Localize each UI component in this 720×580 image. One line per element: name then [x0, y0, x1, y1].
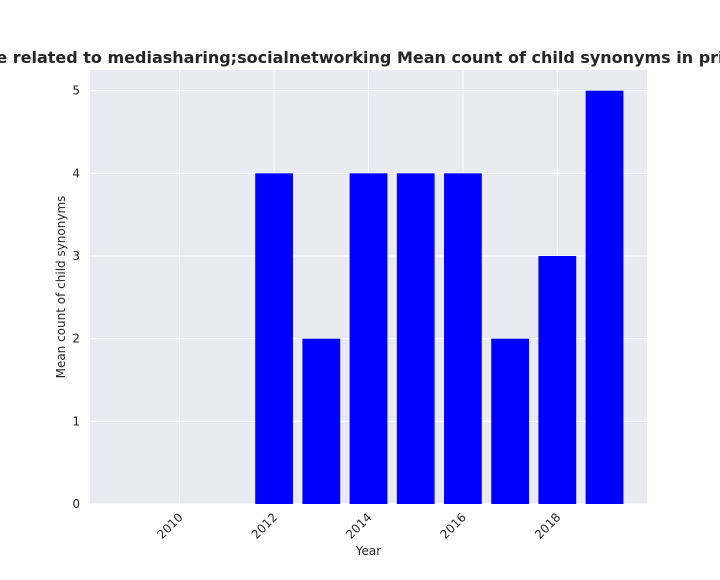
bar-2016 — [444, 173, 482, 505]
y-axis-label: Mean count of child synonyms — [54, 196, 68, 379]
bar-2012 — [255, 173, 293, 505]
bar-2014 — [349, 173, 388, 505]
y-axis-ticks: 0 1 2 3 4 5 — [72, 84, 80, 511]
x-axis-label: Year — [355, 544, 381, 558]
y-tick-label: 4 — [72, 166, 80, 180]
bar-2015 — [396, 173, 435, 505]
x-tick-label: 2014 — [343, 510, 374, 541]
bar-2018 — [538, 256, 577, 504]
bars — [255, 90, 624, 505]
y-tick-label: 5 — [72, 84, 80, 98]
x-tick-label: 2018 — [532, 510, 563, 541]
y-tick-label: 3 — [72, 249, 80, 263]
y-tick-label: 1 — [72, 414, 80, 428]
x-tick-label: 2012 — [249, 510, 280, 541]
y-tick-label: 2 — [72, 332, 80, 346]
bar-2019 — [585, 90, 624, 505]
chart-title: ories are related to mediasharing;social… — [0, 48, 720, 67]
x-tick-label: 2010 — [154, 510, 185, 541]
bar-2013 — [302, 338, 341, 504]
y-tick-label: 0 — [72, 497, 80, 511]
x-axis-ticks: 2010 2012 2014 2016 2018 — [154, 510, 563, 541]
bar-2017 — [491, 338, 529, 504]
x-tick-label: 2016 — [438, 510, 469, 541]
